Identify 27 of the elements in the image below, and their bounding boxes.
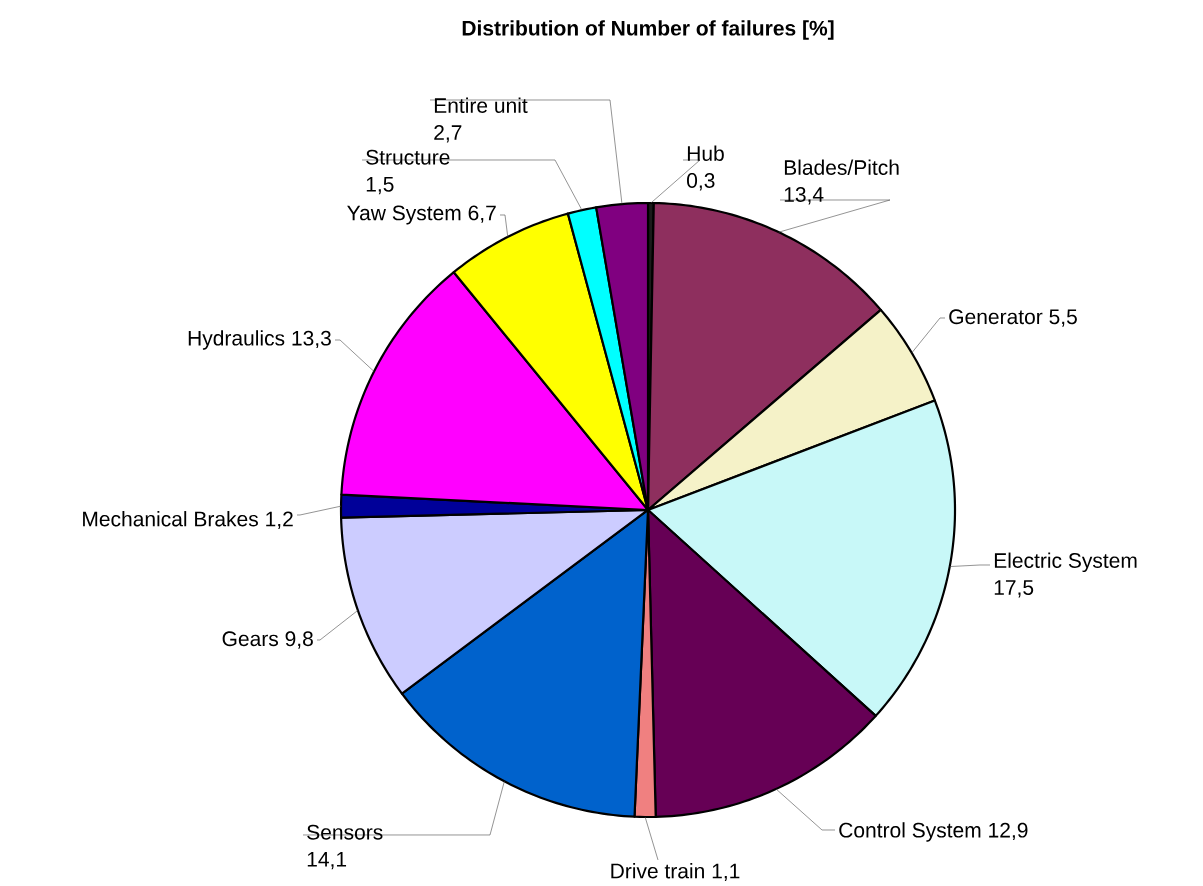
data-label: 1,1: [712, 863, 740, 881]
slice-label: Blades/Pitch: [784, 159, 899, 175]
data-label: 9,8: [285, 631, 313, 649]
slice-label: Electric System: [994, 552, 1137, 573]
slice-label: Generator: [949, 309, 1043, 325]
slice-label: Sensors: [307, 824, 383, 840]
slice-label: Entire unit: [434, 97, 528, 113]
data-label: 6,7: [468, 205, 496, 223]
slice-label: Gears: [222, 631, 279, 647]
chart-title: Distribution of Number of failures [%]: [462, 20, 834, 40]
data-label: 0,3: [687, 173, 715, 191]
data-label: 13,3: [292, 330, 331, 349]
data-label: 12,9: [989, 822, 1028, 841]
slice-label: Mechanical Brakes: [83, 511, 258, 527]
slice-label: Structure: [366, 149, 450, 165]
data-label: 1,5: [366, 177, 394, 195]
data-label: 5,5: [1049, 309, 1077, 327]
slice-label: Control System: [839, 822, 981, 842]
slice-label: Drive train: [611, 863, 704, 879]
slice-label: Yaw System: [347, 205, 461, 225]
slice-label: Hydraulics: [188, 330, 285, 350]
data-label: 2,7: [434, 125, 462, 143]
data-label: 17,5: [994, 580, 1034, 598]
slice-label: Hub: [687, 145, 724, 161]
data-label: 13,4: [784, 187, 824, 205]
data-label: 1,2: [266, 511, 293, 529]
data-label: 14,1: [307, 852, 347, 870]
